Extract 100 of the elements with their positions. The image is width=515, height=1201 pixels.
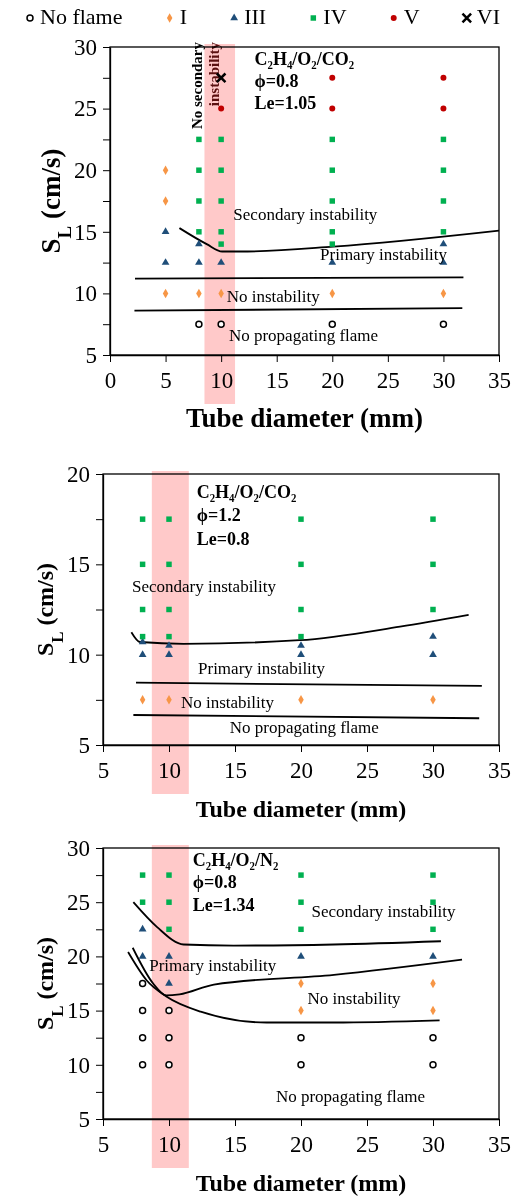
point	[298, 926, 304, 933]
annotation: Secondary instability	[132, 576, 277, 596]
point	[217, 258, 226, 265]
point	[440, 198, 447, 204]
legend-label: No flame	[40, 4, 123, 30]
annotation: Le=1.34	[192, 894, 255, 915]
annotation: No instability	[307, 988, 402, 1008]
point	[298, 606, 304, 613]
point	[165, 951, 173, 959]
point	[217, 320, 225, 328]
point	[430, 899, 436, 905]
point	[298, 899, 304, 905]
point	[196, 229, 202, 235]
legend-label: V	[403, 4, 420, 30]
y-tick-label: 5	[78, 1106, 90, 1132]
point	[429, 951, 437, 959]
annotation: C₂H₄/O₂/N₂	[192, 850, 279, 871]
point	[166, 899, 172, 905]
x-tick-label: 20	[290, 758, 313, 784]
y-tick-label: 30	[67, 835, 90, 861]
point	[328, 320, 337, 328]
x-tick-label: 35	[488, 758, 511, 784]
y-tick-label: 30	[74, 34, 97, 60]
point	[195, 258, 203, 265]
x-axis-title: Tube diameter (mm)	[195, 1170, 407, 1196]
y-tick-label: 25	[74, 96, 97, 122]
annotation: C₂H₄/O₂/CO₂	[196, 482, 297, 502]
point	[162, 165, 169, 175]
point	[298, 561, 304, 568]
x-tick-label: 5	[160, 368, 172, 394]
point	[430, 872, 436, 878]
point	[166, 606, 172, 613]
x-tick-label: 30	[422, 1132, 445, 1158]
y-tick-label: 25	[67, 890, 90, 916]
point	[165, 1006, 173, 1015]
annotation: No propagating flame	[275, 1087, 426, 1107]
annotation: ϕ=0.8	[192, 871, 237, 892]
point	[138, 1033, 147, 1042]
band-label: No secondary instability	[189, 41, 223, 130]
annotation: Le=0.8	[196, 528, 250, 549]
point	[218, 167, 224, 173]
annotation: ϕ=1.2	[196, 505, 241, 526]
x-tick-label: 10	[210, 368, 234, 394]
x-tick-label: 20	[321, 368, 345, 394]
point	[161, 258, 170, 265]
point	[329, 241, 336, 247]
point	[139, 695, 146, 705]
point	[218, 136, 224, 143]
point	[218, 229, 224, 235]
x-tick-label: 30	[422, 758, 445, 784]
point	[430, 561, 436, 568]
point	[165, 979, 173, 986]
x-tick-label: 10	[158, 1132, 181, 1158]
point	[440, 167, 447, 173]
point	[218, 198, 224, 204]
point	[430, 926, 436, 933]
point	[196, 198, 202, 204]
point	[329, 105, 336, 112]
point	[166, 926, 172, 933]
point	[297, 951, 305, 959]
point	[329, 198, 336, 204]
point	[429, 632, 437, 639]
x-axis-title: Tube diameter (mm)	[186, 403, 423, 433]
x-axis-title: Tube diameter (mm)	[195, 796, 407, 822]
annotation: C₂H₄/O₂/CO₂	[254, 48, 355, 69]
point	[430, 516, 436, 522]
x-tick-label: 0	[104, 368, 117, 394]
point	[138, 1006, 147, 1015]
annotation: Secondary instability	[233, 204, 378, 224]
point	[298, 633, 304, 640]
annotation: No instability	[226, 287, 321, 307]
y-tick-label: 10	[74, 281, 97, 307]
point	[439, 320, 448, 328]
x-tick-label: 25	[356, 758, 379, 784]
x-tick-label: 15	[224, 1132, 247, 1158]
y-tick-label: 15	[67, 998, 90, 1024]
point	[138, 951, 147, 959]
x-tick-label: 35	[488, 1132, 511, 1158]
point	[165, 1033, 173, 1042]
point	[161, 227, 170, 235]
annotation: Secondary instability	[311, 901, 457, 921]
point	[166, 516, 172, 522]
point	[138, 924, 147, 932]
x-tick-label: 25	[376, 368, 400, 394]
annotation: Le=1.05	[254, 93, 317, 114]
y-tick-label: 20	[74, 158, 97, 184]
y-tick-label: 5	[78, 732, 90, 758]
point	[218, 241, 224, 247]
point	[440, 229, 447, 235]
y-tick-label: 20	[67, 461, 90, 487]
point	[429, 1061, 437, 1069]
x-tick-label: 10	[158, 758, 181, 784]
y-tick-label: 15	[74, 219, 97, 245]
y-tick-label: 15	[67, 552, 90, 578]
point	[195, 320, 203, 328]
point	[138, 650, 147, 657]
annotation: No propagating flame	[229, 718, 379, 738]
point	[329, 229, 336, 235]
x-tick-label: 20	[290, 1132, 313, 1158]
point	[298, 872, 304, 878]
